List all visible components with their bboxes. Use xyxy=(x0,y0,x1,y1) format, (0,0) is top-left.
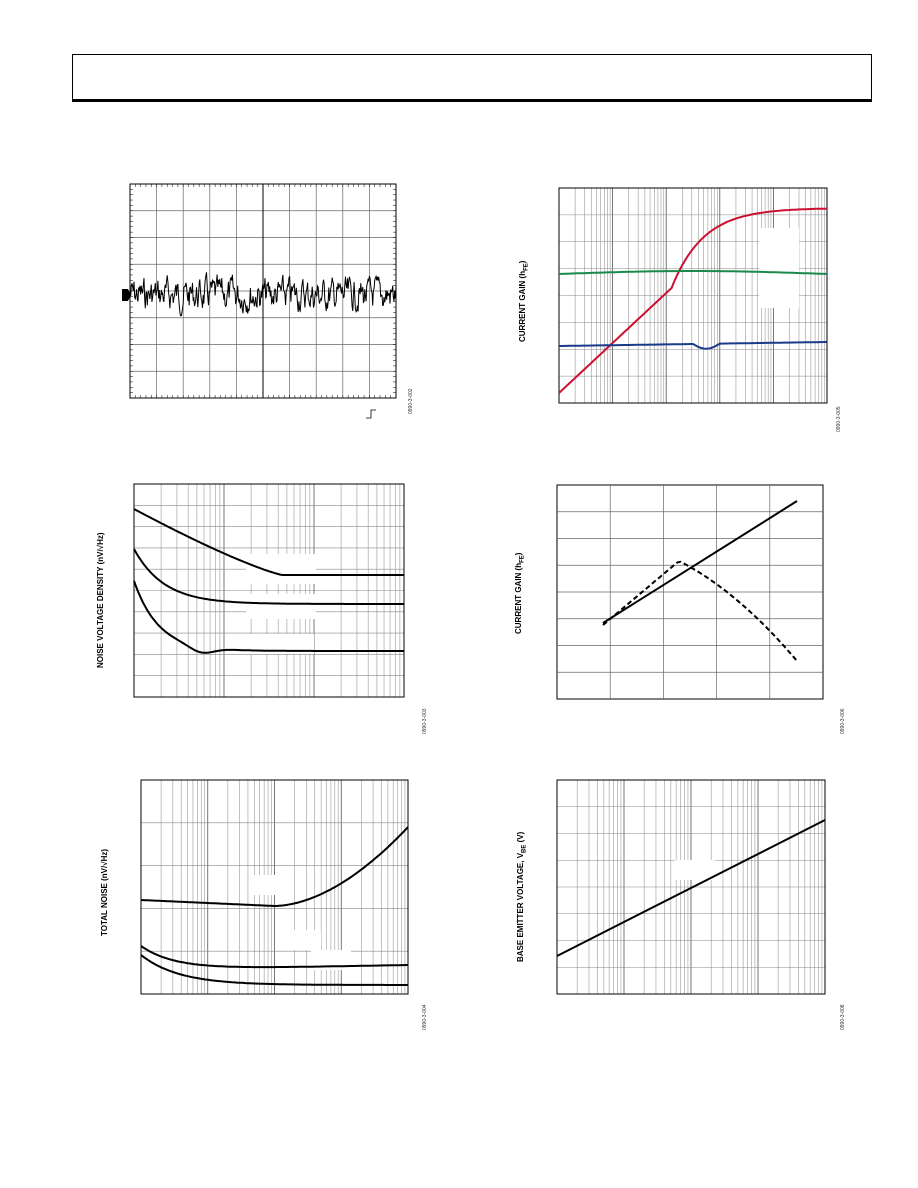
label-mask xyxy=(311,950,351,970)
total-noise-curve-2 xyxy=(140,945,408,969)
ground-marker-icon xyxy=(122,289,131,301)
plot-frame xyxy=(558,187,828,404)
label-mask xyxy=(239,634,314,654)
base-emitter-voltage-chart xyxy=(556,779,826,995)
series-line-solid xyxy=(602,500,798,624)
scope-noise-plot xyxy=(122,183,397,419)
label-mask xyxy=(281,930,321,950)
current-gain-vs-temperature-chart xyxy=(556,484,824,700)
total-noise-curve-1 xyxy=(140,826,409,907)
label-mask xyxy=(253,875,293,895)
y-axis-label-total-noise: TOTAL NOISE (nV/√Hz) xyxy=(100,848,109,936)
series-line-red xyxy=(558,207,828,394)
series-line-blue xyxy=(559,341,827,350)
label-mask xyxy=(759,228,799,308)
y-axis-label-current-gain-1: CURRENT GAIN (hFE) xyxy=(518,260,530,342)
fig-id-vbe: 0990-3-008 xyxy=(840,1004,846,1030)
plot-frame xyxy=(133,483,405,698)
current-gain-vs-collector-current-chart xyxy=(558,187,828,404)
label-mask xyxy=(246,554,316,584)
fig-id-scope: 0990-3-002 xyxy=(408,388,414,414)
fig-id-noise-density: 0990-3-003 xyxy=(422,708,428,734)
series-line-green xyxy=(558,270,828,275)
noise-voltage-density-chart xyxy=(133,483,405,698)
fig-id-hfe-ic: 0990-3-005 xyxy=(836,406,842,432)
y-axis-label-noise-density: NOISE VOLTAGE DENSITY (nV/√Hz) xyxy=(96,532,105,668)
y-axis-label-vbe: BASE EMITTER VOLTAGE, VBE (V) xyxy=(516,831,528,962)
fig-id-total-noise: 0990-3-004 xyxy=(422,1004,428,1030)
vbe-line xyxy=(556,819,826,957)
total-noise-curve-3 xyxy=(140,954,408,986)
label-mask xyxy=(246,594,316,619)
noise-curve-1 xyxy=(133,508,404,576)
total-noise-chart xyxy=(140,779,409,995)
noise-curve-3 xyxy=(133,580,404,654)
trigger-icon xyxy=(366,409,376,419)
plot-frame xyxy=(556,779,826,995)
noise-curve-2 xyxy=(133,548,404,605)
noise-trace xyxy=(129,272,397,317)
label-mask xyxy=(675,860,715,880)
series-line-dashed xyxy=(602,560,798,662)
fig-id-hfe-temp: 0990-3-006 xyxy=(840,708,846,734)
plot-frame xyxy=(140,779,409,995)
y-axis-label-current-gain-2: CURRENT GAIN (hFE) xyxy=(514,552,526,634)
page-header-box xyxy=(72,54,872,102)
